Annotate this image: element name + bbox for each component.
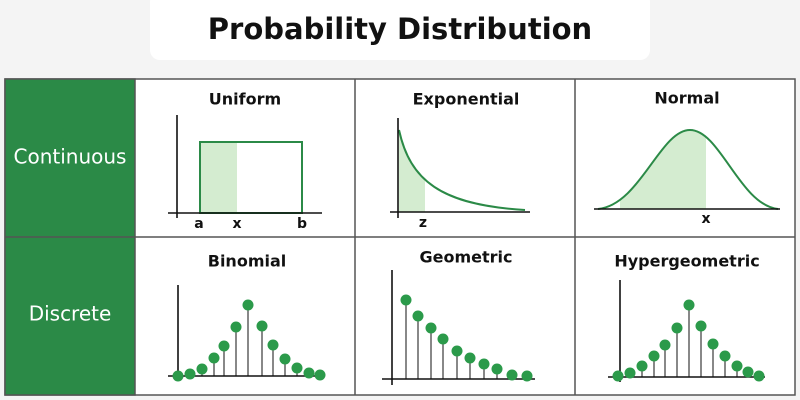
- lollipop-dot: [719, 350, 731, 362]
- lollipop-dot: [256, 320, 268, 332]
- lollipop-dot: [506, 369, 518, 381]
- cell-title: Geometric: [419, 248, 512, 267]
- lollipop-dot: [612, 370, 624, 382]
- lollipop-dot: [218, 340, 230, 352]
- row-label: Discrete: [29, 302, 112, 326]
- lollipop-dot: [279, 353, 291, 365]
- axis-label: b: [297, 216, 307, 232]
- lollipop-dot: [636, 360, 648, 372]
- lollipop-dot: [230, 321, 242, 333]
- cell-title: Uniform: [209, 90, 281, 109]
- lollipop-dot: [425, 322, 437, 334]
- lollipop-dot: [208, 352, 220, 364]
- lollipop-dot: [648, 350, 660, 362]
- shaded-area: [399, 130, 425, 212]
- title-box: [150, 0, 650, 60]
- axis-label: z: [419, 215, 427, 231]
- lollipop-dot: [451, 345, 463, 357]
- exponential-curve: [398, 129, 526, 211]
- lollipop-dot: [478, 358, 490, 370]
- lollipop-dot: [659, 339, 671, 351]
- lollipop-dot: [400, 294, 412, 306]
- row-label: Continuous: [14, 145, 127, 169]
- lollipop-dot: [437, 333, 449, 345]
- cell-title: Hypergeometric: [614, 252, 759, 271]
- title: Probability Distribution: [208, 12, 592, 46]
- lollipop-dot: [184, 368, 196, 380]
- lollipop-dot: [172, 370, 184, 382]
- lollipop-dot: [731, 360, 743, 372]
- lollipop-group: [172, 294, 765, 382]
- axis-label: a: [194, 216, 203, 232]
- axis-label: x: [701, 211, 710, 227]
- lollipop-dot: [742, 366, 754, 378]
- shaded-area: [620, 130, 706, 209]
- lollipop-dot: [314, 369, 326, 381]
- lollipop-dot: [695, 320, 707, 332]
- lollipop-dot: [671, 322, 683, 334]
- lollipop-dot: [753, 370, 765, 382]
- lollipop-dot: [683, 299, 695, 311]
- lollipop-dot: [242, 299, 254, 311]
- lollipop-dot: [303, 367, 315, 379]
- cell-title: Binomial: [208, 252, 287, 271]
- lollipop-dot: [624, 367, 636, 379]
- lollipop-dot: [707, 338, 719, 350]
- shaded-area: [200, 142, 237, 213]
- lollipop-dot: [291, 362, 303, 374]
- lollipop-dot: [521, 370, 533, 382]
- cell-title: Exponential: [413, 90, 520, 109]
- lollipop-dot: [412, 310, 424, 322]
- cell-title: Normal: [654, 89, 719, 108]
- lollipop-dot: [267, 339, 279, 351]
- lollipop-dot: [196, 363, 208, 375]
- lollipop-dot: [464, 352, 476, 364]
- axis-label: x: [232, 216, 241, 232]
- normal-curve: [597, 128, 779, 210]
- lollipop-dot: [491, 363, 503, 375]
